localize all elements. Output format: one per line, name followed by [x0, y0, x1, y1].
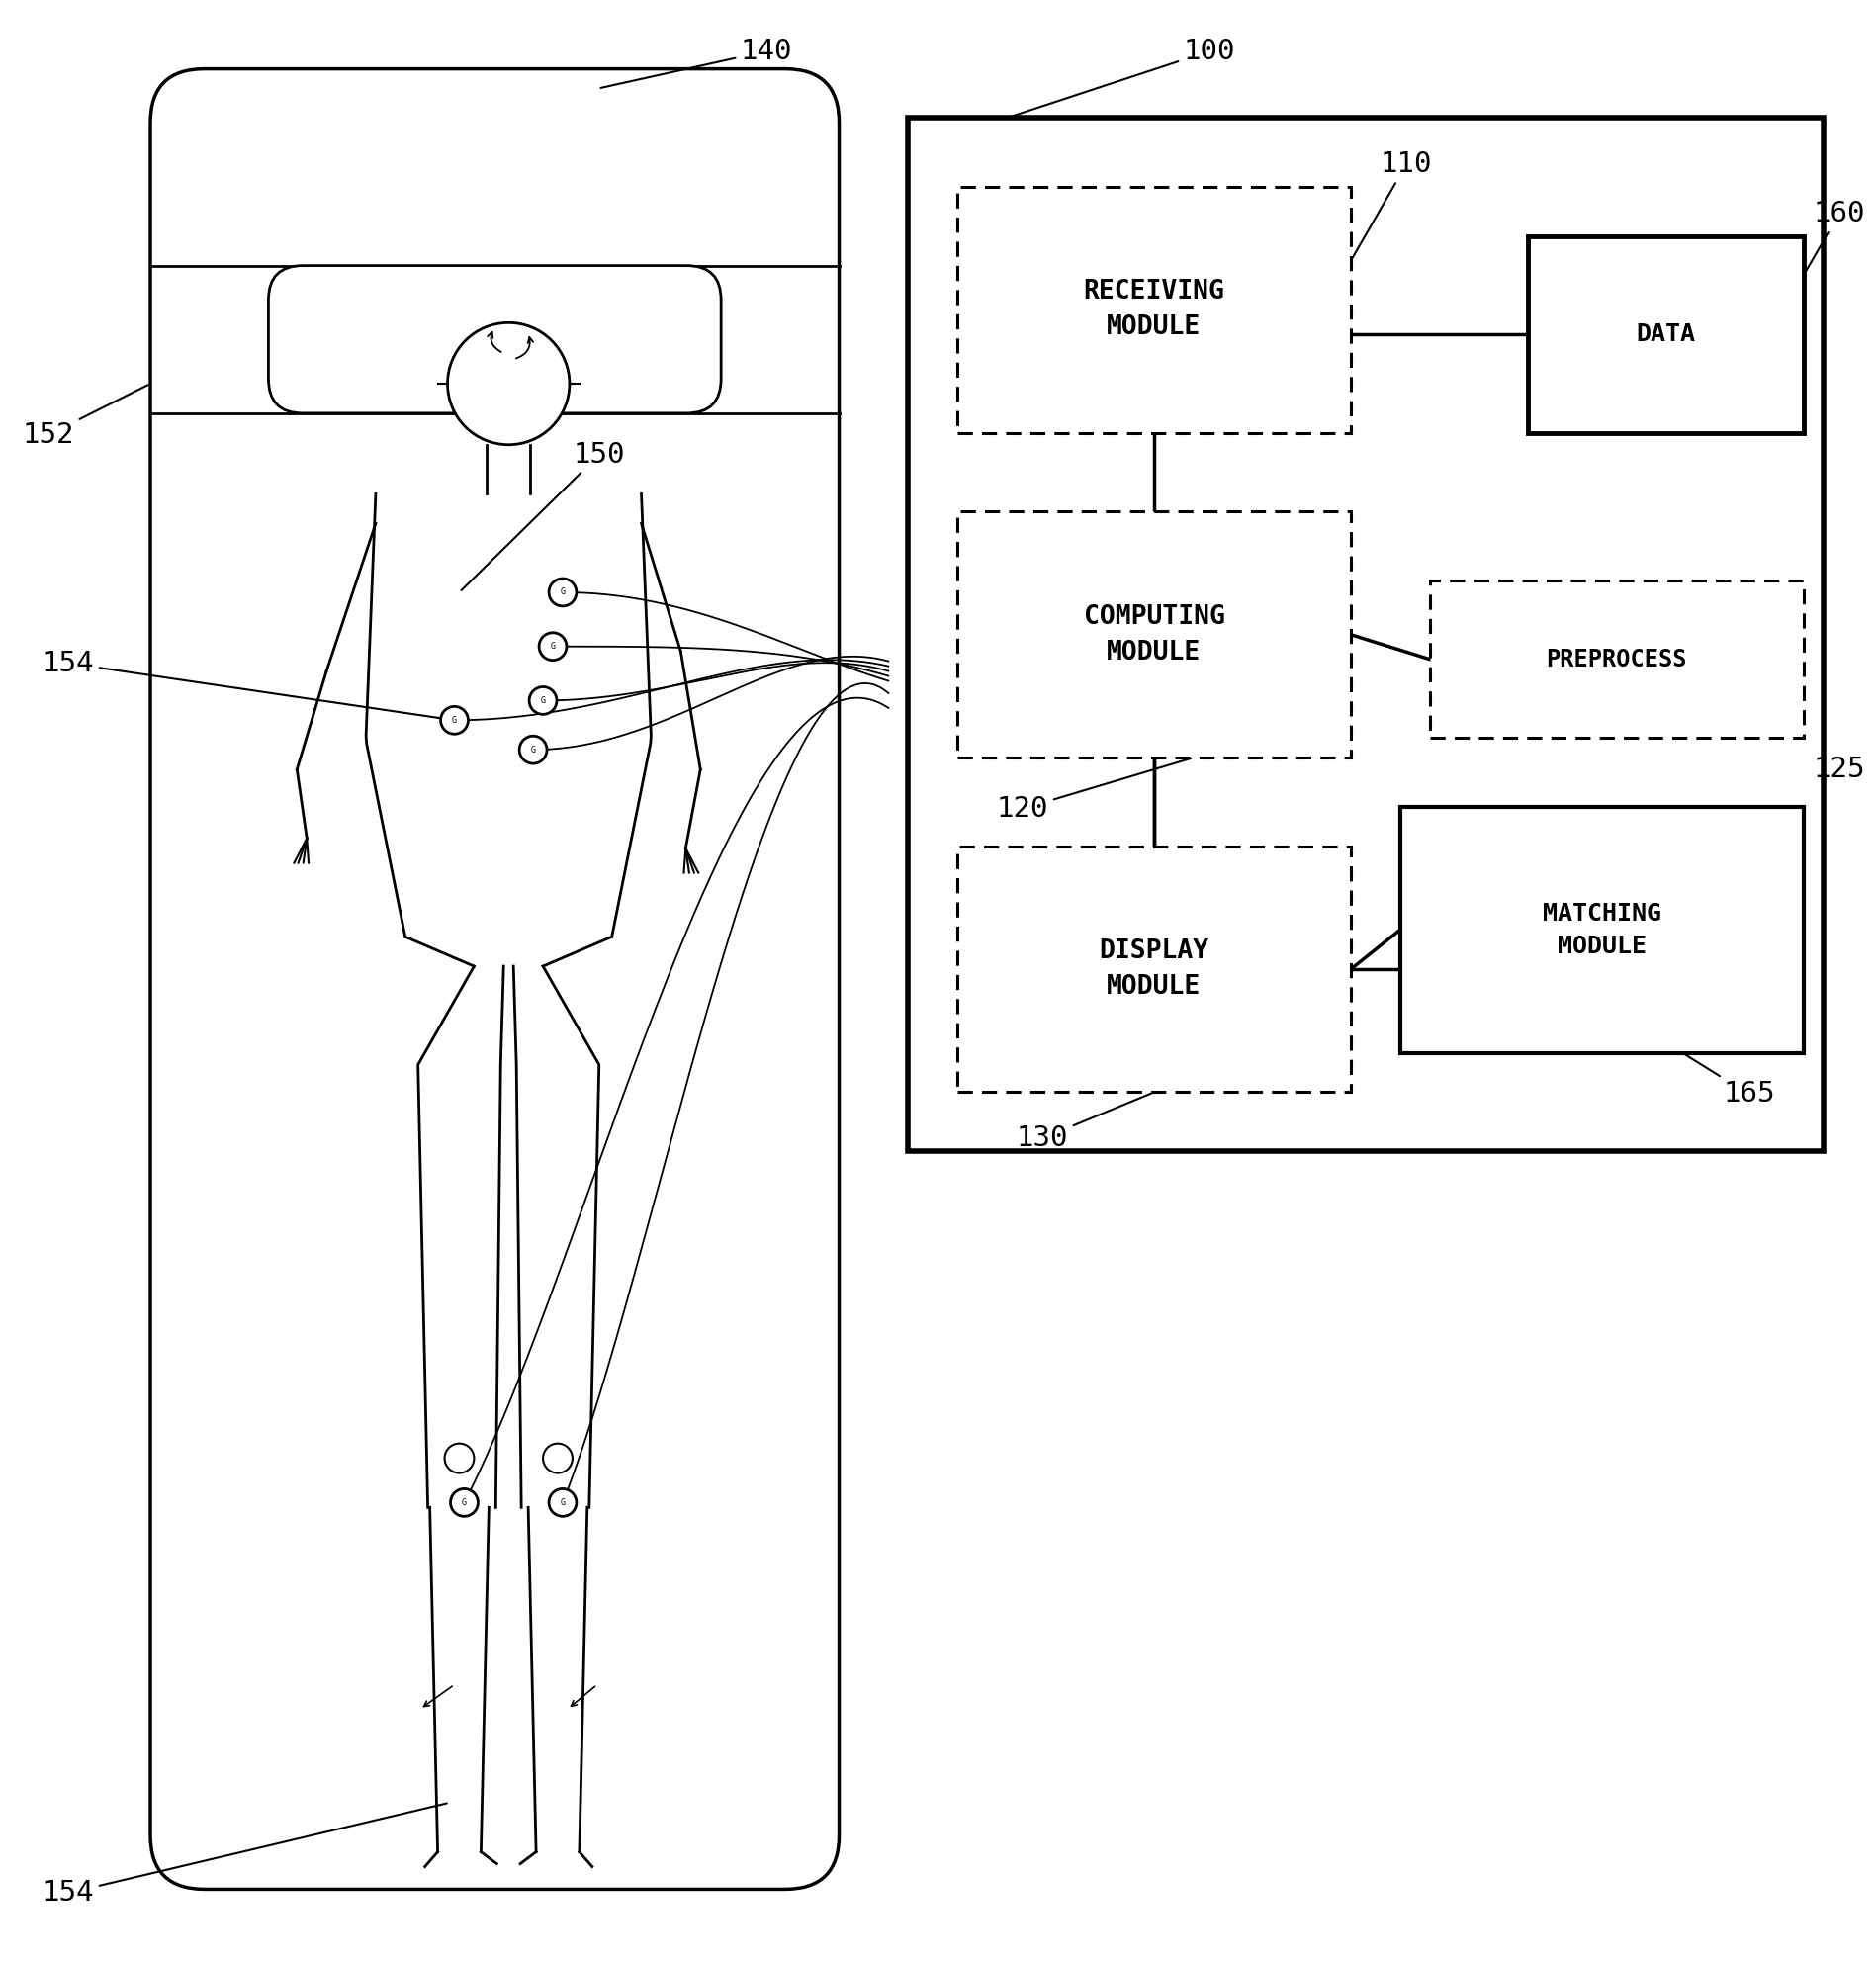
Text: G: G — [561, 1498, 565, 1508]
FancyBboxPatch shape — [1399, 807, 1803, 1052]
FancyBboxPatch shape — [957, 846, 1351, 1091]
FancyBboxPatch shape — [957, 512, 1351, 758]
Text: G: G — [461, 1498, 467, 1508]
Circle shape — [448, 322, 570, 446]
Text: 130: 130 — [1017, 1093, 1152, 1152]
Circle shape — [529, 687, 557, 715]
Text: 154: 154 — [41, 650, 452, 720]
Text: G: G — [550, 642, 555, 652]
Text: 140: 140 — [600, 37, 794, 88]
Circle shape — [550, 1488, 576, 1515]
FancyBboxPatch shape — [1430, 581, 1803, 738]
Text: MATCHING
MODULE: MATCHING MODULE — [1542, 901, 1660, 958]
Text: G: G — [540, 697, 546, 705]
Circle shape — [450, 1488, 478, 1515]
Circle shape — [542, 1443, 572, 1472]
Circle shape — [550, 579, 576, 607]
Text: 152: 152 — [23, 385, 148, 450]
FancyBboxPatch shape — [268, 265, 720, 414]
Text: 150: 150 — [461, 440, 625, 591]
FancyBboxPatch shape — [1527, 236, 1803, 434]
Text: 125: 125 — [1814, 756, 1865, 783]
Text: 165: 165 — [1685, 1054, 1775, 1107]
Text: G: G — [531, 746, 537, 754]
Circle shape — [538, 632, 567, 660]
Text: G: G — [561, 587, 565, 597]
Text: PREPROCESS: PREPROCESS — [1546, 648, 1687, 671]
Text: DISPLAY
MODULE: DISPLAY MODULE — [1099, 938, 1208, 999]
Circle shape — [445, 1443, 475, 1472]
Text: 154: 154 — [41, 1804, 446, 1906]
Text: 110: 110 — [1353, 151, 1431, 259]
Text: G: G — [452, 716, 458, 724]
FancyBboxPatch shape — [150, 69, 839, 1888]
Circle shape — [520, 736, 548, 764]
FancyBboxPatch shape — [908, 118, 1823, 1150]
Text: 160: 160 — [1805, 200, 1865, 273]
Circle shape — [441, 707, 469, 734]
Text: RECEIVING
MODULE: RECEIVING MODULE — [1084, 279, 1225, 340]
FancyBboxPatch shape — [957, 186, 1351, 434]
Text: COMPUTING
MODULE: COMPUTING MODULE — [1084, 605, 1225, 665]
Text: 120: 120 — [996, 758, 1191, 822]
Text: DATA: DATA — [1636, 322, 1696, 345]
Text: 100: 100 — [1009, 37, 1236, 118]
